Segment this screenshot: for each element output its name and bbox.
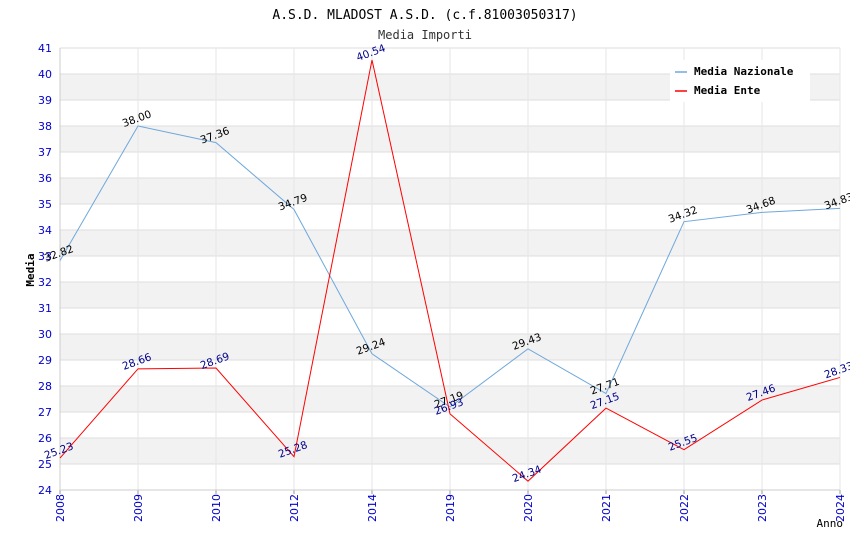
chart-title: A.S.D. MLADOST A.S.D. (c.f.81003050317) xyxy=(272,8,577,23)
y-tick-label: 28 xyxy=(38,380,52,393)
legend-label-nazionale: Media Nazionale xyxy=(694,65,794,78)
x-tick-label: 2010 xyxy=(210,494,223,522)
data-labels: 32.8238.0037.3634.7929.2427.1929.4327.71… xyxy=(43,42,850,485)
y-tick-label: 41 xyxy=(38,42,52,55)
y-tick-label: 31 xyxy=(38,302,52,315)
x-tick-label: 2022 xyxy=(678,494,691,522)
y-tick-label: 25 xyxy=(38,458,52,471)
y-tick-label: 27 xyxy=(38,406,52,419)
y-tick-label: 40 xyxy=(38,68,52,81)
x-tick-label: 2023 xyxy=(756,494,769,522)
x-tick-label: 2009 xyxy=(132,494,145,522)
y-tick-labels: 24 25 26 27 28 29 30 31 32 33 34 35 36 37 38 39 40 41 xyxy=(38,42,52,497)
y-tick-label: 38 xyxy=(38,120,52,133)
x-tick-label: 2019 xyxy=(444,494,457,522)
y-tick-label: 37 xyxy=(38,146,52,159)
x-tick-label: 2020 xyxy=(522,494,535,522)
y-tick-label: 35 xyxy=(38,198,52,211)
x-tick-label: 2014 xyxy=(366,494,379,522)
series-line-media-nazionale xyxy=(59,125,841,408)
series-lines xyxy=(59,59,841,482)
chart-subtitle: Media Importi xyxy=(378,28,472,42)
y-tick-label: 32 xyxy=(38,276,52,289)
y-axis-label: Media xyxy=(24,253,37,286)
data-label-media-ente: 40.54 xyxy=(355,42,388,64)
x-tick-label: 2021 xyxy=(600,494,613,522)
y-tick-label: 30 xyxy=(38,328,52,341)
series-line-media-ente xyxy=(59,59,841,482)
x-tick-label: 2024 xyxy=(834,494,847,522)
x-axis-label: Anno xyxy=(817,517,844,530)
y-tick-label: 29 xyxy=(38,354,52,367)
x-tick-labels: 2008 2009 2010 2012 2014 2019 2020 2021 2022 2023… xyxy=(54,494,847,522)
data-label-media-nazionale: 32.82 xyxy=(43,243,75,265)
x-tick-label: 2012 xyxy=(288,494,301,522)
legend-label-ente: Media Ente xyxy=(694,84,761,97)
y-tick-label: 26 xyxy=(38,432,52,445)
data-label-media-nazionale: 34.32 xyxy=(667,204,699,226)
y-tick-label: 24 xyxy=(38,484,52,497)
y-tick-label: 39 xyxy=(38,94,52,107)
x-tick-label: 2008 xyxy=(54,494,67,522)
legend-box xyxy=(670,60,810,102)
y-tick-label: 36 xyxy=(38,172,52,185)
grid-lines xyxy=(59,47,841,494)
y-tick-label: 34 xyxy=(38,224,52,237)
data-label-media-ente: 24.34 xyxy=(511,463,544,485)
y-tick-label: 33 xyxy=(38,250,52,263)
legend: Media Nazionale Media Ente xyxy=(670,60,810,102)
